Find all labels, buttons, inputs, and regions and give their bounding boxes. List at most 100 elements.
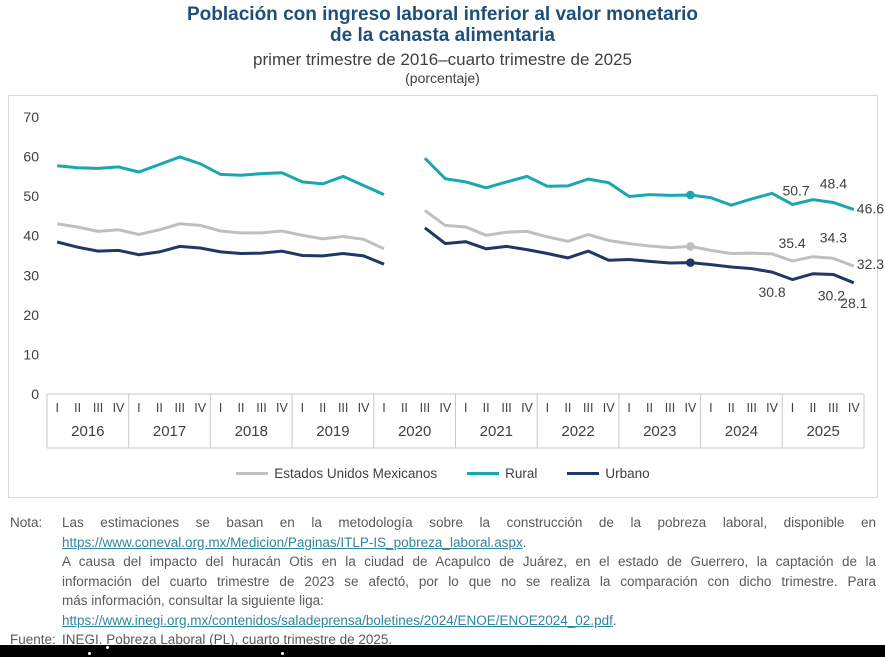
fuente-text-line: INEGI. Pobreza Laboral (PL), cuarto trim… (62, 630, 876, 650)
chart-subtitle: primer trimestre de 2016–cuarto trimestr… (253, 50, 632, 69)
legend-label: Estados Unidos Mexicanos (274, 466, 438, 481)
series-line-urbano (423, 226, 855, 285)
series-line-rural (423, 157, 855, 212)
y-axis-tick-label: 50 (23, 188, 39, 204)
note-link[interactable]: https://www.inegi.org.mx/contenidos/sala… (62, 612, 613, 628)
legend-line-swatch (567, 472, 600, 475)
note-text-line: A causa del impacto del huracán Otis en … (62, 554, 876, 569)
quarter-tick-label: I (709, 401, 712, 415)
legend-line-swatch (467, 472, 500, 475)
quarter-tick-label: II (401, 401, 408, 415)
chart-title-line1: Población con ingreso laboral inferior a… (187, 4, 698, 25)
note-body: Las estimaciones se basan en la metodolo… (62, 513, 876, 630)
year-tick-label: 2020 (398, 423, 431, 440)
quarter-tick-label: IV (848, 401, 860, 415)
year-tick-label: 2017 (153, 423, 186, 440)
quarter-tick-label: IV (113, 401, 125, 415)
legend-line-swatch (236, 472, 269, 475)
note-text-line: Las estimaciones se basan en la metodolo… (62, 515, 876, 530)
quarter-tick-label: I (55, 401, 58, 415)
quarter-tick-label: III (256, 401, 266, 415)
y-axis-tick-label: 60 (23, 149, 39, 165)
cursor-artifact (281, 652, 284, 655)
quarter-tick-label: I (546, 401, 549, 415)
quarter-tick-label: I (791, 401, 794, 415)
quarter-tick-label: IV (684, 401, 696, 415)
quarter-tick-label: III (175, 401, 185, 415)
highlight-marker-2023Q4 (686, 258, 695, 267)
quarter-tick-label: II (646, 401, 653, 415)
highlight-marker-2023Q4 (686, 190, 695, 200)
quarter-tick-label: I (219, 401, 222, 415)
quarter-tick-label: IV (766, 401, 778, 415)
legend-label: Rural (505, 466, 538, 481)
data-point-label: 34.3 (820, 229, 847, 245)
highlight-marker-2023Q4 (686, 242, 695, 251)
quarter-tick-label: IV (276, 401, 288, 415)
legend-item-estados-unidos-mexicanos: Estados Unidos Mexicanos (236, 466, 437, 481)
series-line-urbano (56, 240, 385, 266)
cursor-artifact (106, 646, 109, 649)
quarter-tick-label: III (665, 401, 675, 415)
year-tick-label: 2023 (643, 423, 676, 440)
data-point-label: 48.4 (820, 175, 847, 191)
y-axis-tick-label: 10 (23, 346, 39, 362)
note-label: Nota: (10, 515, 43, 530)
note-text-line: información del cuarto trimestre de 2023… (62, 573, 876, 589)
quarter-tick-label: III (501, 401, 511, 415)
data-point-label: 46.6 (857, 201, 884, 217)
fuente-label: Fuente: (10, 632, 56, 647)
quarter-tick-label: I (137, 401, 140, 415)
quarter-tick-label: III (828, 401, 838, 415)
quarter-tick-label: III (420, 401, 430, 415)
data-point-label: 30.2 (818, 287, 845, 303)
fuente-row: Fuente: INEGI. Pobreza Laboral (PL), cuar… (10, 630, 876, 650)
data-point-label: 50.7 (782, 182, 809, 198)
year-tick-label: 2022 (561, 423, 594, 440)
quarter-tick-label: III (583, 401, 593, 415)
data-point-label: 35.4 (778, 235, 805, 251)
bottom-black-bar (0, 645, 885, 657)
series-line-estados-unidos-mexicanos (423, 209, 855, 268)
note-link-line: https://www.inegi.org.mx/contenidos/sala… (62, 612, 617, 628)
year-tick-label: 2016 (71, 423, 104, 440)
quarter-tick-label: I (464, 401, 467, 415)
quarter-tick-label: I (382, 401, 385, 415)
quarter-tick-label: I (627, 401, 630, 415)
series-line-rural (57, 155, 385, 196)
y-axis-tick-label: 70 (23, 109, 39, 125)
y-axis-tick-label: 30 (23, 267, 39, 283)
quarter-tick-label: II (156, 401, 163, 415)
quarter-tick-label: II (74, 401, 81, 415)
fuente-body: INEGI. Pobreza Laboral (PL), cuarto trim… (62, 630, 876, 650)
data-point-label: 32.3 (857, 256, 884, 272)
year-tick-label: 2018 (235, 423, 268, 440)
quarter-tick-label: IV (521, 401, 533, 415)
series-line-estados-unidos-mexicanos (56, 222, 385, 251)
quarter-tick-label: IV (194, 401, 206, 415)
title-block: Población con ingreso laboral inferior a… (0, 3, 885, 87)
note-row: Nota: Las estimaciones se basan en la met… (10, 513, 876, 630)
data-point-label: 30.8 (758, 284, 785, 300)
y-axis-tick-label: 20 (23, 307, 39, 323)
legend-label: Urbano (605, 466, 650, 481)
chart-unit-label: (porcentaje) (405, 70, 480, 86)
note-text-line: más información, consultar la siguiente … (62, 593, 324, 608)
quarter-tick-label: IV (439, 401, 451, 415)
fuente-text: . Pobreza Laboral ( (98, 632, 214, 647)
quarter-tick-label: III (338, 401, 348, 415)
year-tick-label: 2019 (316, 423, 349, 440)
year-tick-label: 2024 (725, 423, 758, 440)
y-axis-tick-label: 0 (31, 386, 39, 402)
quarter-tick-label: II (238, 401, 245, 415)
fuente-text: ), cuarto trimestre de 2025. (230, 632, 393, 647)
quarter-tick-label: I (301, 401, 304, 415)
legend-item-rural: Rural (467, 466, 537, 481)
quarter-tick-label: III (746, 401, 756, 415)
quarter-tick-label: IV (358, 401, 370, 415)
quarter-tick-label: II (319, 401, 326, 415)
chart-title-line2: de la canasta alimentaria (330, 25, 555, 46)
note-link[interactable]: https://www.coneval.org.mx/Medicion/Pagi… (62, 534, 523, 550)
